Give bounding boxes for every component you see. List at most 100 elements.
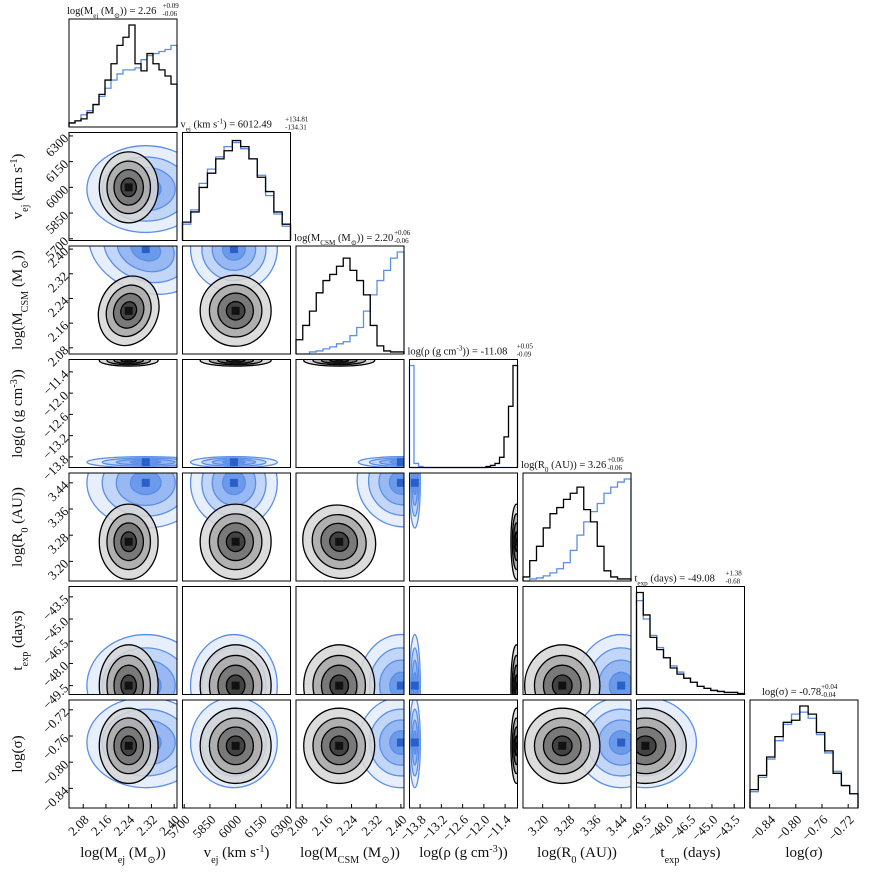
density-peak [229, 246, 238, 254]
panel-r0-texp [522, 586, 632, 695]
hist-frame [522, 472, 632, 582]
y-tick-label: 3.28 [45, 530, 72, 557]
y-tick-label: 6300 [42, 131, 71, 160]
hist-title-plus: +0.09 [163, 2, 180, 10]
x-tick-label: 6150 [241, 812, 270, 841]
panel-vej-sigma [182, 699, 291, 809]
hist-title-minus: -0.06 [394, 237, 409, 245]
hist-line-black [181, 139, 292, 241]
hist-frame [182, 132, 291, 241]
y-tick-label: −0.84 [39, 783, 71, 815]
panel-frame [409, 472, 518, 582]
panel-r0-sigma [522, 699, 632, 809]
panel-vej-rho [182, 359, 291, 468]
panel-mej-mcsm [68, 245, 178, 355]
density-peak [617, 738, 626, 747]
panel-mej-sigma [68, 699, 178, 809]
density-peak [410, 681, 419, 690]
density-peak [335, 537, 344, 546]
x-axis-label-r0: log(R0 (AU)) [537, 845, 617, 866]
y-tick-label: 2.24 [45, 293, 72, 320]
panel-frame [295, 586, 405, 695]
hist-sigma [749, 699, 859, 809]
panel-frame [182, 472, 291, 582]
hist-mej [68, 18, 178, 128]
hist-line-blue [296, 251, 405, 355]
x-axis-label-texp: texp (days) [660, 845, 720, 866]
density-peak [396, 681, 404, 690]
hist-line-blue [523, 478, 632, 582]
y-axis-label-r0: log(R0 (AU)) [10, 487, 31, 567]
x-tick-label: −0.80 [772, 812, 804, 844]
y-axis-label-vej: vej (km s-1) [9, 154, 31, 220]
hist-title-text: log(ρ (g cm-3)) = -11.08 [408, 345, 508, 358]
y-axis-label-texp: texp (days) [10, 610, 31, 670]
panel-frame [68, 699, 178, 809]
panel-frame [182, 699, 291, 809]
y-axis-label-sigma: log(σ) [10, 735, 26, 772]
x-tick-label: −0.84 [746, 812, 778, 844]
hist-frame [68, 18, 178, 128]
hist-title-minus: -134.31 [285, 124, 307, 132]
hist-frame [295, 245, 405, 355]
hist-title-text: log(σ) = -0.78 [762, 687, 821, 698]
panel-rho-texp [409, 586, 518, 695]
x-tick-label: 2.32 [133, 812, 160, 839]
panel-mcsm-r0 [295, 472, 405, 582]
hist-title-text: vej (km s-1) = 6012.49 [181, 118, 272, 134]
x-tick-label: 3.20 [524, 812, 551, 839]
x-tick-label: 2.24 [333, 812, 360, 839]
x-tick-label: 6000 [215, 812, 244, 841]
panel-frame [522, 586, 632, 695]
density-peak [396, 738, 404, 747]
y-tick-label: 6000 [42, 182, 71, 211]
density-peak [231, 359, 240, 365]
x-tick-label: 2.24 [111, 812, 138, 839]
density-peak [231, 537, 240, 546]
panel-vej-r0 [182, 472, 291, 582]
panel-vej-texp [182, 586, 291, 695]
density-peak [124, 537, 133, 546]
hist-title-text: log(Mej (M⊙)) = 2.26 [67, 6, 156, 20]
hist-title-sigma: log(σ) = -0.78 +0.04-0.04 [762, 683, 838, 699]
y-axis-label-mcsm: log(MCSM (M⊙)) [10, 250, 31, 350]
hist-title-plus: +0.05 [517, 343, 534, 351]
density-peak [141, 246, 150, 254]
panel-rho-r0 [409, 472, 518, 582]
x-tick-label: 2.32 [358, 812, 385, 839]
panel-frame [295, 472, 405, 582]
y-tick-label: 5850 [42, 208, 71, 237]
panel-frame [68, 586, 178, 695]
density-peak [512, 741, 518, 750]
hist-title-plus: +0.06 [394, 229, 411, 237]
hist-title-plus: +0.04 [821, 683, 838, 691]
y-axis-label-rho: log(ρ (g cm-3)) [9, 369, 27, 457]
y-tick-label: 3.36 [45, 503, 72, 530]
panel-frame [295, 359, 405, 468]
density-peak [410, 478, 419, 487]
density-peak [641, 741, 650, 750]
hist-rho [408, 359, 519, 469]
density-peak [231, 306, 240, 315]
x-axis-label-rho: log(ρ (g cm-3)) [419, 844, 507, 862]
x-tick-label: 5850 [189, 812, 218, 841]
panel-frame [409, 586, 518, 695]
x-tick-label: 2.08 [65, 812, 92, 839]
x-axis-label-vej: vej (km s-1) [204, 844, 270, 866]
contour-blue-3 [389, 730, 404, 755]
x-tick-label: −11.4 [482, 812, 514, 844]
hist-title-mcsm: log(MCSM (M⊙)) = 2.20 +0.06-0.06 [294, 229, 411, 247]
density-peak [124, 359, 133, 365]
density-peak [512, 681, 518, 690]
panel-frame [522, 699, 632, 809]
density-peak [124, 183, 133, 192]
hist-line-black [522, 486, 632, 581]
y-tick-label: 2.08 [45, 343, 72, 370]
x-tick-label: 2.16 [88, 812, 115, 839]
hist-frame [636, 586, 745, 695]
density-peak [335, 359, 344, 365]
density-peak [124, 681, 133, 690]
panel-frame [68, 472, 178, 582]
panel-mej-rho [68, 359, 178, 468]
